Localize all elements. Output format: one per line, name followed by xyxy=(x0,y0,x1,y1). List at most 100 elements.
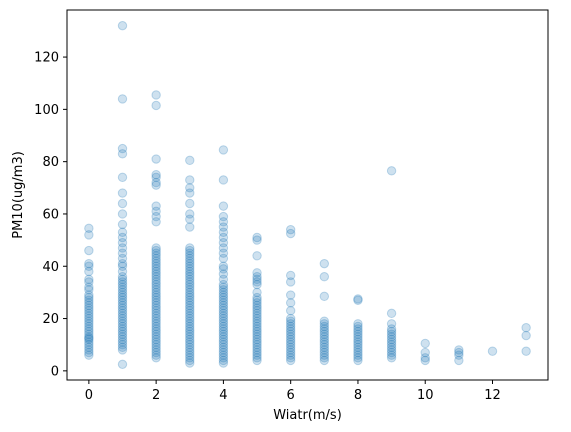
data-point xyxy=(117,334,128,345)
data-point xyxy=(151,248,161,258)
data-point xyxy=(84,308,94,319)
x-tick-label: 8 xyxy=(354,388,362,403)
data-point xyxy=(353,355,363,366)
data-point xyxy=(185,298,195,308)
data-point xyxy=(151,329,161,339)
data-point xyxy=(185,209,195,219)
data-point xyxy=(218,253,229,264)
data-point xyxy=(386,345,397,355)
data-point xyxy=(185,243,195,253)
data-point xyxy=(218,308,229,319)
data-point xyxy=(252,353,262,363)
data-point xyxy=(84,329,94,339)
data-point xyxy=(151,342,161,353)
data-point xyxy=(117,282,128,292)
data-point xyxy=(151,298,161,308)
data-point xyxy=(84,313,94,324)
x-tick-label: 2 xyxy=(152,388,160,403)
data-point xyxy=(84,319,94,329)
data-point xyxy=(117,292,128,303)
data-point xyxy=(84,245,94,256)
data-point xyxy=(252,319,262,329)
data-point xyxy=(319,258,330,269)
data-point xyxy=(185,279,195,290)
data-point xyxy=(252,334,262,345)
data-point xyxy=(151,272,161,282)
data-point xyxy=(185,342,195,353)
data-point xyxy=(386,353,397,363)
data-point xyxy=(285,345,296,355)
data-point xyxy=(117,219,128,230)
data-point xyxy=(353,334,363,345)
data-point xyxy=(151,337,161,347)
data-point xyxy=(386,324,397,334)
data-point xyxy=(185,277,195,287)
data-point xyxy=(151,306,161,316)
y-axis-label: PM10(ug/m3) xyxy=(11,151,26,239)
data-point xyxy=(252,287,262,298)
x-tick-label: 6 xyxy=(287,388,295,403)
data-point xyxy=(285,339,296,350)
data-point xyxy=(319,334,330,345)
data-point xyxy=(151,264,161,274)
data-point xyxy=(151,290,161,300)
data-point xyxy=(117,339,128,350)
data-point xyxy=(117,329,128,339)
data-point xyxy=(84,347,94,358)
data-point xyxy=(353,347,363,358)
data-point xyxy=(84,230,94,240)
data-point xyxy=(319,355,330,366)
data-point xyxy=(185,339,195,350)
data-point xyxy=(151,245,161,256)
data-point xyxy=(252,232,262,243)
data-point xyxy=(185,332,195,342)
data-point xyxy=(218,261,229,271)
data-point xyxy=(185,355,195,366)
data-point xyxy=(285,321,296,332)
data-point xyxy=(185,321,195,332)
data-point xyxy=(117,308,128,319)
data-point xyxy=(218,326,229,337)
data-point xyxy=(84,258,94,269)
data-point xyxy=(185,253,195,264)
data-point xyxy=(218,269,229,279)
data-point xyxy=(84,261,94,271)
data-point xyxy=(84,345,94,355)
data-point xyxy=(218,337,229,347)
data-point xyxy=(285,353,296,363)
data-point xyxy=(218,222,229,232)
data-point xyxy=(285,290,296,300)
data-point xyxy=(252,251,262,261)
data-point xyxy=(151,300,161,311)
data-point xyxy=(117,198,128,209)
data-point xyxy=(117,300,128,311)
data-point xyxy=(151,269,161,279)
data-point xyxy=(252,313,262,324)
data-point xyxy=(319,350,330,360)
data-point xyxy=(252,350,262,360)
data-point xyxy=(84,316,94,326)
data-point xyxy=(218,290,229,300)
data-point xyxy=(117,253,128,264)
data-point xyxy=(252,279,262,290)
data-point xyxy=(218,358,229,368)
data-point xyxy=(285,270,296,281)
data-point xyxy=(218,145,229,155)
data-point xyxy=(117,332,128,342)
data-point xyxy=(84,266,94,277)
data-point xyxy=(218,298,229,308)
data-point xyxy=(185,269,195,279)
data-point xyxy=(353,337,363,347)
data-point xyxy=(151,201,161,211)
data-point xyxy=(252,337,262,347)
data-point xyxy=(84,274,94,285)
data-point xyxy=(151,316,161,326)
y-tick-label: 80 xyxy=(42,155,59,170)
data-point xyxy=(185,290,195,300)
y-tick-label: 60 xyxy=(42,207,59,222)
data-point xyxy=(151,292,161,303)
data-point xyxy=(420,355,430,366)
data-point xyxy=(285,277,296,287)
data-point xyxy=(151,324,161,334)
